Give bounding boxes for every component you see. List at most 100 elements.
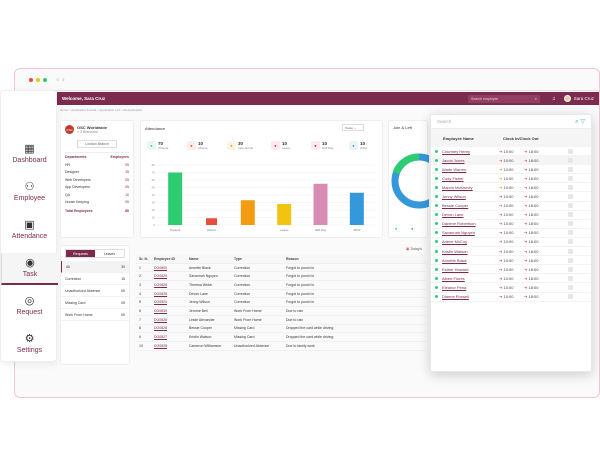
user-name[interactable]: Sara Cruz [573, 96, 594, 101]
search-input[interactable]: Search employee ⌕ [467, 94, 540, 103]
panel-search-input[interactable]: Search ⌕ ▽ [431, 115, 591, 129]
request-filter-all[interactable]: All 30 [61, 261, 129, 273]
table-row[interactable]: 10 DG0828 Cameron Williamson Unauthorized A… [136, 342, 426, 351]
employee-id-link[interactable]: DG0829 [154, 274, 168, 279]
employee-name-link[interactable]: Wade Warren [442, 166, 467, 172]
document-icon[interactable] [568, 166, 573, 172]
request-filter-missing-card[interactable]: Missing Card 05 [61, 297, 129, 309]
request-filter-wfh[interactable]: Work From Home 05 [61, 309, 129, 321]
employee-id-link[interactable]: DG0828 [154, 317, 168, 322]
back-icon[interactable]: ‹ › [56, 75, 65, 84]
employee-id-link[interactable]: DG0820 [154, 300, 168, 305]
document-icon[interactable] [568, 175, 573, 181]
sidebar-item-employee[interactable]: ⚇ Employee [1, 181, 58, 211]
department-row[interactable]: App Developers 05 [65, 184, 129, 192]
document-icon[interactable] [568, 275, 573, 281]
document-icon[interactable] [568, 194, 573, 200]
department-row[interactable]: QA 10 [65, 191, 129, 199]
employee-id-link[interactable]: DG0828 [154, 282, 168, 287]
bar[interactable] [168, 172, 183, 226]
document-icon[interactable] [568, 284, 573, 290]
minimize-dot[interactable] [36, 77, 40, 82]
clock-row[interactable]: Jenny Wilson ➜ 10:00 ➜ 18:00 [431, 192, 591, 202]
filter-icon[interactable]: ▽ [580, 117, 585, 125]
clock-row[interactable]: Arlene McCoy ➜ 10:00 ➜ 18:00 [431, 238, 591, 248]
department-row[interactable]: House Keeping 05 [65, 199, 129, 207]
employee-name-link[interactable]: Cody Fisher [442, 175, 464, 181]
department-row[interactable]: Web Developers 05 [65, 176, 129, 184]
table-row[interactable]: 1 DG0800 Annette Black Correction Forgot to … [136, 264, 426, 273]
bell-icon[interactable]: ♫ [551, 95, 556, 102]
clock-row[interactable]: Eleanor Pena ➜ 10:00 ➜ 18:00 [431, 283, 591, 293]
bar[interactable] [277, 204, 292, 225]
clock-row[interactable]: Marvin McKinney ➜ 10:00 ➜ 18:00 [431, 183, 591, 193]
sidebar-item-dashboard[interactable]: ▦ Dashboard [1, 143, 58, 173]
document-icon[interactable] [568, 248, 573, 254]
document-icon[interactable] [568, 212, 573, 218]
bar[interactable] [349, 192, 364, 225]
document-icon[interactable] [568, 266, 573, 272]
employee-name-link[interactable]: Savannah Nguyen [442, 230, 475, 236]
table-row[interactable]: 9 DG0827 Kristin Watson Missing Card Dropped… [136, 333, 426, 342]
employee-name-link[interactable]: Courtney Henry [442, 148, 471, 154]
employee-name-link[interactable]: Darlene Robertson [442, 221, 476, 227]
avatar[interactable] [563, 95, 571, 102]
clock-row[interactable]: Wade Warren ➜ 10:00 ➜ 18:00 [431, 165, 591, 175]
period-select[interactable]: Today ⌄ [342, 124, 364, 131]
employee-name-link[interactable]: Annette Black [442, 257, 467, 263]
table-row[interactable]: 4 DG0828 Devon Lane Correction Forgot to pun… [136, 290, 426, 299]
clock-row[interactable]: Kristin Watson ➜ 10:00 ➜ 18:00 [431, 247, 591, 257]
table-row[interactable]: 8 DG0828 Bessie Cooper Missing Card Dropped … [136, 325, 426, 334]
clock-row[interactable]: Devon Lane ➜ 10:00 ➜ 18:00 [431, 211, 591, 220]
table-row[interactable]: 5 DG0820 Jenny Wilson Correction Forgot to p… [136, 298, 426, 308]
clock-row[interactable]: Jacob Jones ➜ 10:00 ➜ 18:00 [431, 156, 591, 166]
employee-name-link[interactable]: Arlene McCoy [442, 239, 468, 245]
employee-name-link[interactable]: Esther Howard [442, 266, 469, 272]
request-filter-correction[interactable]: Correction 15 [61, 273, 129, 285]
table-row[interactable]: 7 DG0828 Leslie Alexander Work From Home Due… [136, 316, 426, 325]
table-row[interactable]: 3 DG0828 Theresa Webb Correction Forgot to p… [136, 281, 426, 290]
document-icon[interactable] [568, 184, 573, 190]
employee-id-link[interactable]: DG0800 [154, 265, 168, 270]
employee-name-link[interactable]: Kristin Watson [442, 248, 468, 254]
close-dot[interactable] [29, 77, 33, 82]
sidebar-item-request[interactable]: ◎ Request [1, 295, 58, 325]
employee-name-link[interactable]: Dianne Russell [442, 294, 469, 300]
tab-leaves[interactable]: Leaves [103, 251, 116, 256]
search-icon[interactable]: ⌕ [534, 96, 537, 101]
table-row[interactable]: 6 DG0830 Jerome Bell Work From Home Due to r… [136, 307, 426, 316]
employee-id-link[interactable]: DG0828 [154, 343, 168, 348]
clock-row[interactable]: Dianne Russell ➜ 10:00 ➜ 18:00 [431, 293, 591, 302]
bar[interactable] [206, 218, 217, 225]
document-icon[interactable] [568, 230, 573, 236]
bar[interactable] [313, 183, 328, 225]
clock-row[interactable]: Esther Howard ➜ 10:00 ➜ 18:00 [431, 265, 591, 275]
tab-requests[interactable]: Requests [66, 250, 95, 257]
employee-id-link[interactable]: DG0827 [154, 335, 168, 340]
sidebar-item-task[interactable]: ◉ Task [1, 253, 58, 285]
employee-name-link[interactable]: Albert Flores [442, 275, 465, 281]
clock-row[interactable]: Annette Black ➜ 10:00 ➜ 18:00 [431, 256, 591, 266]
document-icon[interactable] [568, 157, 573, 163]
employee-name-link[interactable]: Eleanor Pena [442, 284, 467, 290]
document-icon[interactable] [568, 257, 573, 263]
employee-name-link[interactable]: Devon Lane [442, 212, 464, 218]
document-icon[interactable] [568, 221, 573, 227]
employee-name-link[interactable]: Bessie Cooper [442, 203, 469, 209]
department-row[interactable]: Designer 15 [65, 169, 129, 177]
document-icon[interactable] [568, 148, 573, 154]
employee-name-link[interactable]: Marvin McKinney [442, 184, 473, 190]
employee-name-link[interactable]: Jacob Jones [442, 157, 465, 163]
sidebar-item-attendance[interactable]: ▣ Attendance [1, 219, 58, 249]
clock-row[interactable]: Cody Fisher ➜ 10:00 ➜ 18:00 [431, 174, 591, 184]
search-icon[interactable]: ⌕ [575, 117, 579, 125]
employee-id-link[interactable]: DG0828 [154, 326, 168, 331]
employee-name-link[interactable]: Jenny Wilson [442, 194, 466, 200]
document-icon[interactable] [568, 239, 573, 245]
clock-row[interactable]: Savannah Nguyen ➜ 10:00 ➜ 18:00 [431, 229, 591, 238]
employee-id-link[interactable]: DG0830 [154, 308, 168, 313]
department-row[interactable]: HR 05 [65, 161, 129, 169]
sidebar-item-settings[interactable]: ⚙ Settings [1, 333, 58, 363]
table-row[interactable]: 2 DG0829 Savannah Nguyen Correction Forgot t… [136, 272, 426, 282]
clock-row[interactable]: Albert Flores ➜ 10:00 ➜ 18:00 [431, 274, 591, 284]
